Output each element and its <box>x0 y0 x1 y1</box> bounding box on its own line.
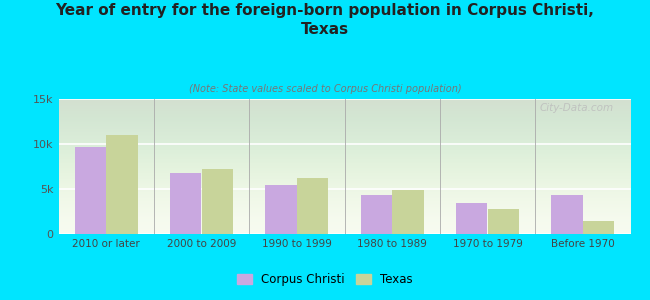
Bar <box>297 178 328 234</box>
Text: Year of entry for the foreign-born population in Corpus Christi,
Texas: Year of entry for the foreign-born popul… <box>55 3 595 37</box>
Bar <box>392 190 424 234</box>
Bar <box>551 195 583 234</box>
Bar <box>75 147 106 234</box>
Bar <box>456 203 488 234</box>
Bar <box>583 220 614 234</box>
Bar <box>361 195 392 234</box>
Bar <box>106 135 138 234</box>
Bar <box>202 169 233 234</box>
Bar <box>265 185 297 234</box>
Bar <box>170 173 202 234</box>
Text: City-Data.com: City-Data.com <box>540 103 614 113</box>
Text: (Note: State values scaled to Corpus Christi population): (Note: State values scaled to Corpus Chr… <box>188 84 462 94</box>
Legend: Corpus Christi, Texas: Corpus Christi, Texas <box>233 269 417 291</box>
Bar <box>488 209 519 234</box>
